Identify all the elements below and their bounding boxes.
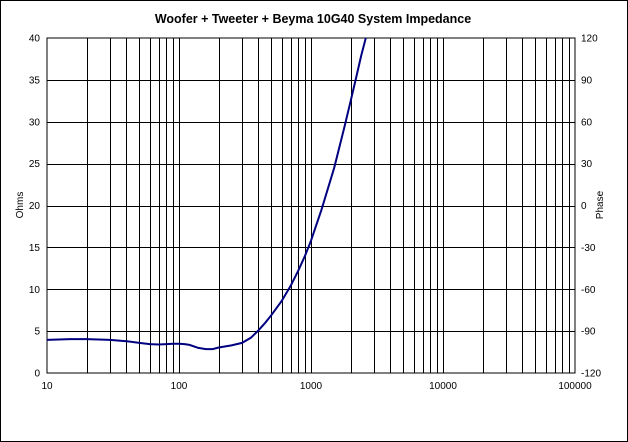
y-tick-label: 40 [29,34,41,45]
y-tick-label: 35 [29,75,41,86]
y2-axis-title: Phase [595,190,606,219]
chart-title: Woofer + Tweeter + Beyma 10G40 System Im… [155,12,471,26]
y2-tick-label: 90 [581,75,593,86]
y-tick-label: 30 [29,117,41,128]
y2-tick-label: -60 [581,285,596,296]
horizontal-gridlines [47,80,575,332]
y2-tick-label: -90 [581,327,596,338]
y-tick-label: 20 [29,201,41,212]
y2-tick-label: -120 [581,369,601,380]
x-tick-label: 10 [41,381,53,392]
y2-tick-label: 120 [581,34,598,45]
impedance-series-line [46,37,367,351]
y-tick-label: 25 [29,159,41,170]
x-axis-tick-labels: 10 100 1000 10000 100000 [41,381,592,392]
vertical-gridlines [87,38,570,373]
y2-tick-label: 0 [581,201,587,212]
x-tick-label: 100 [171,381,188,392]
y-tick-label: 0 [34,369,40,380]
y-tick-label: 10 [29,285,41,296]
y-tick-label: 15 [29,243,41,254]
y-axis-tick-labels: 0 5 10 15 20 25 30 35 40 [29,34,41,380]
x-tick-label: 10000 [429,381,457,392]
y2-tick-label: 60 [581,117,593,128]
y2-axis-tick-labels: -120 -90 -60 -30 0 30 60 90 120 [581,34,601,380]
y2-tick-label: -30 [581,243,596,254]
y-axis-title: Ohms [15,192,26,219]
x-tick-label: 100000 [558,381,592,392]
y2-tick-label: 30 [581,159,593,170]
x-tick-label: 1000 [300,381,323,392]
y-tick-label: 5 [34,327,40,338]
